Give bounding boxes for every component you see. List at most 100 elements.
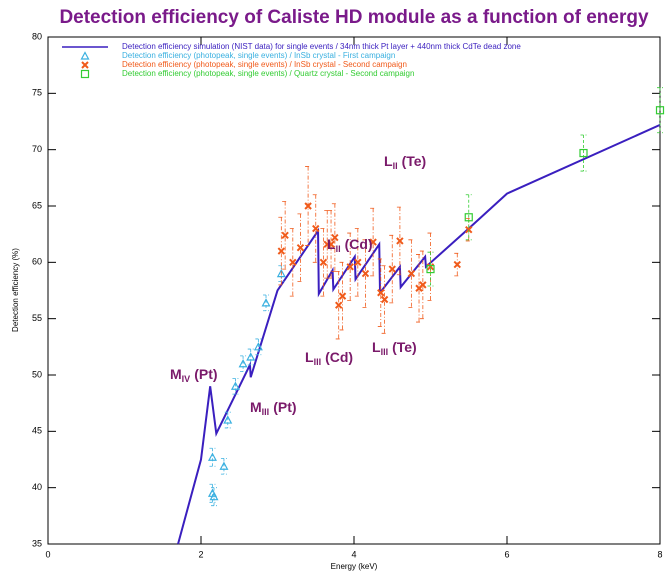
annotation-suffix: (Te): [402, 153, 427, 169]
cross-marker: [277, 247, 286, 255]
y-tick-label: 60: [32, 257, 42, 267]
cross-marker: [312, 224, 320, 233]
annotation: LII (Cd): [327, 236, 373, 255]
annotation-main: L: [384, 153, 393, 169]
error-bar: [657, 87, 663, 134]
y-tick-label: 45: [32, 426, 42, 436]
square-marker: [579, 148, 588, 158]
triangle-marker: [238, 358, 248, 368]
annotation-sub: II: [336, 244, 341, 254]
cross-marker: [396, 237, 404, 245]
annotation: LII (Te): [384, 153, 426, 172]
y-tick-label: 75: [32, 88, 42, 98]
y-tick-label: 35: [32, 538, 42, 548]
legend-label: Detection efficiency simulation (NIST da…: [122, 42, 521, 51]
annotation-suffix: (Pt): [273, 399, 296, 415]
y-tick-label: 65: [32, 200, 42, 210]
error-bar: [247, 348, 254, 366]
error-bar: [580, 134, 587, 172]
annotation-main: M: [250, 399, 262, 415]
annotation-suffix: (Te): [392, 339, 417, 355]
legend-label: Detection efficiency (photopeak, single …: [122, 60, 407, 69]
triangle-marker: [246, 352, 256, 361]
y-axis-label: Detection efficiency (%): [11, 248, 20, 332]
cross-marker: [426, 263, 435, 271]
annotation-sub: II: [393, 161, 398, 171]
triangle-marker: [230, 381, 240, 390]
cross-marker: [334, 301, 343, 309]
simulation-line: [177, 123, 661, 545]
square-marker: [655, 106, 665, 115]
cross-marker: [453, 260, 461, 269]
plot-frame: [47, 36, 661, 545]
square-marker: [80, 69, 90, 79]
error-bar: [232, 377, 239, 395]
cross-marker: [388, 265, 396, 273]
annotation-main: L: [305, 349, 314, 365]
annotation-suffix: (Pt): [194, 366, 217, 382]
x-tick-label: 6: [504, 549, 509, 559]
annotation-sub: III: [262, 407, 270, 417]
cross-marker: [377, 289, 385, 297]
y-tick-label: 70: [32, 144, 42, 154]
cross-marker: [338, 292, 347, 300]
error-bar: [263, 294, 270, 312]
error-bar: [240, 355, 247, 373]
cross-marker: [331, 233, 339, 242]
x-tick-label: 0: [45, 549, 50, 559]
cross-marker: [346, 263, 354, 271]
y-tick-label: 80: [32, 31, 42, 41]
x-tick-label: 8: [657, 549, 662, 559]
annotation-sub: III: [381, 347, 389, 357]
chart-title: Detection efficiency of Caliste HD modul…: [59, 7, 649, 28]
annotation: MIII (Pt): [250, 399, 297, 418]
annotation-sub: III: [314, 357, 322, 367]
cross-marker: [327, 240, 335, 249]
y-tick-label: 40: [32, 482, 42, 492]
y-tick-label: 50: [32, 369, 42, 379]
cross-marker: [81, 61, 89, 69]
error-bar: [427, 251, 434, 287]
x-axis-label: Energy (keV): [331, 562, 378, 571]
square-marker: [464, 213, 473, 222]
error-bar: [224, 411, 231, 429]
annotation-suffix: (Cd): [345, 236, 373, 252]
annotation: LIII (Te): [372, 339, 417, 358]
cross-marker: [369, 238, 377, 246]
cross-marker: [354, 258, 362, 267]
legend-label: Detection efficiency (photopeak, single …: [122, 69, 414, 78]
triangle-marker: [219, 461, 229, 470]
cross-marker: [319, 258, 328, 267]
triangle-marker: [253, 342, 263, 351]
triangle-marker: [223, 415, 233, 424]
annotation-sub: IV: [182, 374, 191, 384]
triangle-marker: [276, 268, 286, 278]
annotation: LIII (Cd): [305, 349, 353, 368]
cross-marker: [465, 225, 473, 234]
error-bar: [220, 457, 227, 475]
cross-marker: [304, 202, 312, 210]
triangle-marker: [80, 51, 90, 60]
x-tick-label: 2: [198, 549, 203, 559]
annotation-suffix: (Cd): [325, 349, 353, 365]
legend-label: Detection efficiency (photopeak, single …: [122, 51, 395, 60]
annotation-main: L: [327, 236, 336, 252]
annotation-main: L: [372, 339, 381, 355]
annotation: MIV (Pt): [170, 366, 218, 385]
error-bar: [209, 447, 216, 467]
cross-marker: [419, 281, 427, 289]
cross-marker: [296, 243, 305, 252]
cross-marker: [281, 231, 289, 240]
annotation-main: M: [170, 366, 182, 382]
triangle-marker: [209, 491, 219, 501]
x-tick-label: 4: [351, 549, 356, 559]
cross-marker: [361, 269, 370, 278]
error-bar: [211, 487, 218, 507]
error-bar: [465, 194, 472, 241]
cross-marker: [380, 295, 389, 304]
square-marker: [426, 264, 435, 274]
cross-marker: [407, 269, 416, 278]
triangle-marker: [261, 298, 271, 307]
error-bar: [255, 338, 262, 356]
